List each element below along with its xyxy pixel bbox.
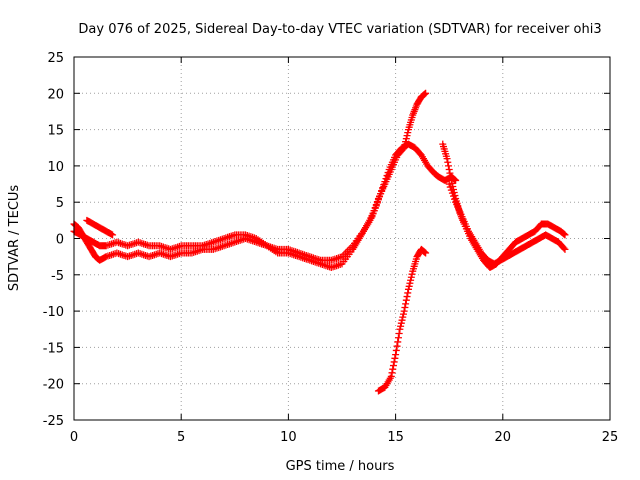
series-track-c: [83, 216, 117, 239]
y-tick-label: 25: [47, 51, 64, 66]
data-point: [445, 180, 453, 188]
data-point: [447, 173, 455, 181]
y-tick-label: -15: [43, 341, 64, 356]
data-point: [393, 342, 401, 350]
data-point: [392, 351, 400, 359]
x-tick-label: 10: [280, 430, 297, 445]
data-point: [402, 135, 410, 143]
data-point: [444, 162, 452, 170]
data-point: [394, 334, 402, 342]
tick-layer: 0 5 10 15 20 25 25 20 15 10 5 0 -5 -10 -15 -20 -25: [43, 51, 619, 445]
data-point: [376, 193, 384, 201]
data-point: [384, 169, 392, 177]
data-point: [449, 192, 457, 200]
data-point: [404, 289, 412, 297]
grid-layer: [74, 57, 610, 420]
data-point: [378, 187, 386, 195]
data-point: [400, 307, 408, 315]
data-point: [390, 358, 398, 366]
chart-title: Day 076 of 2025, Sidereal Day-to-day VTE…: [78, 22, 601, 37]
data-point: [397, 319, 405, 327]
data-point: [392, 346, 400, 354]
data-point: [381, 178, 389, 186]
data-point: [405, 282, 413, 290]
data-point: [377, 190, 385, 198]
data-point: [389, 365, 397, 373]
data-point: [443, 155, 451, 163]
series-track-e: [439, 140, 569, 272]
data-point: [388, 369, 396, 377]
data-marks: [70, 89, 569, 395]
data-point: [387, 372, 395, 380]
data-point: [451, 195, 459, 203]
y-tick-label: 10: [47, 160, 64, 175]
data-point: [446, 169, 454, 177]
data-point: [402, 296, 410, 304]
data-point: [372, 202, 380, 210]
y-tick-label: 0: [56, 233, 64, 248]
data-point: [398, 316, 406, 324]
y-tick-label: -5: [51, 269, 64, 284]
plot-frame: [73, 56, 611, 421]
x-tick-label: 5: [177, 430, 185, 445]
data-point: [561, 231, 569, 239]
data-point: [374, 196, 382, 204]
data-point: [403, 132, 411, 140]
x-axis-label: GPS time / hours: [286, 459, 395, 474]
y-tick-label: -10: [43, 305, 64, 320]
data-point: [447, 186, 455, 194]
y-axis-label: SDTVAR / TECUs: [7, 185, 22, 292]
series-track-f: [445, 180, 569, 268]
data-point: [379, 184, 387, 192]
data-point: [383, 172, 391, 180]
data-point: [406, 279, 414, 287]
series-track-d: [374, 245, 430, 395]
data-point: [404, 129, 412, 137]
data-point: [422, 249, 430, 257]
data-point: [422, 89, 430, 97]
data-point: [404, 285, 412, 293]
data-point: [403, 293, 411, 301]
data-point: [407, 273, 415, 281]
data-point: [394, 338, 402, 346]
x-tick-label: 20: [495, 430, 512, 445]
data-point: [407, 276, 415, 284]
y-tick-label: 5: [56, 196, 64, 211]
data-point: [397, 322, 405, 330]
data-point: [448, 189, 456, 197]
x-tick-label: 25: [602, 430, 619, 445]
series-track-b: [70, 140, 460, 264]
data-point: [447, 176, 455, 184]
x-tick-label: 0: [70, 430, 78, 445]
data-point: [395, 329, 403, 337]
data-point: [380, 181, 388, 189]
data-point: [109, 231, 117, 239]
x-tick-label: 15: [387, 430, 404, 445]
y-tick-label: -20: [43, 378, 64, 393]
data-point: [444, 158, 452, 166]
data-point: [445, 166, 453, 174]
data-point: [401, 303, 409, 311]
data-point: [446, 183, 454, 191]
data-point: [373, 199, 381, 207]
data-point: [389, 362, 397, 370]
data-point: [561, 245, 569, 253]
y-tick-label: -25: [43, 414, 64, 429]
data-point: [560, 244, 568, 252]
y-tick-label: 15: [47, 124, 64, 139]
data-point: [408, 270, 416, 278]
data-point: [399, 310, 407, 318]
data-point: [399, 313, 407, 321]
data-point: [402, 300, 410, 308]
data-point: [396, 325, 404, 333]
y-tick-label: 20: [47, 87, 64, 102]
data-point: [382, 175, 390, 183]
data-point: [391, 354, 399, 362]
